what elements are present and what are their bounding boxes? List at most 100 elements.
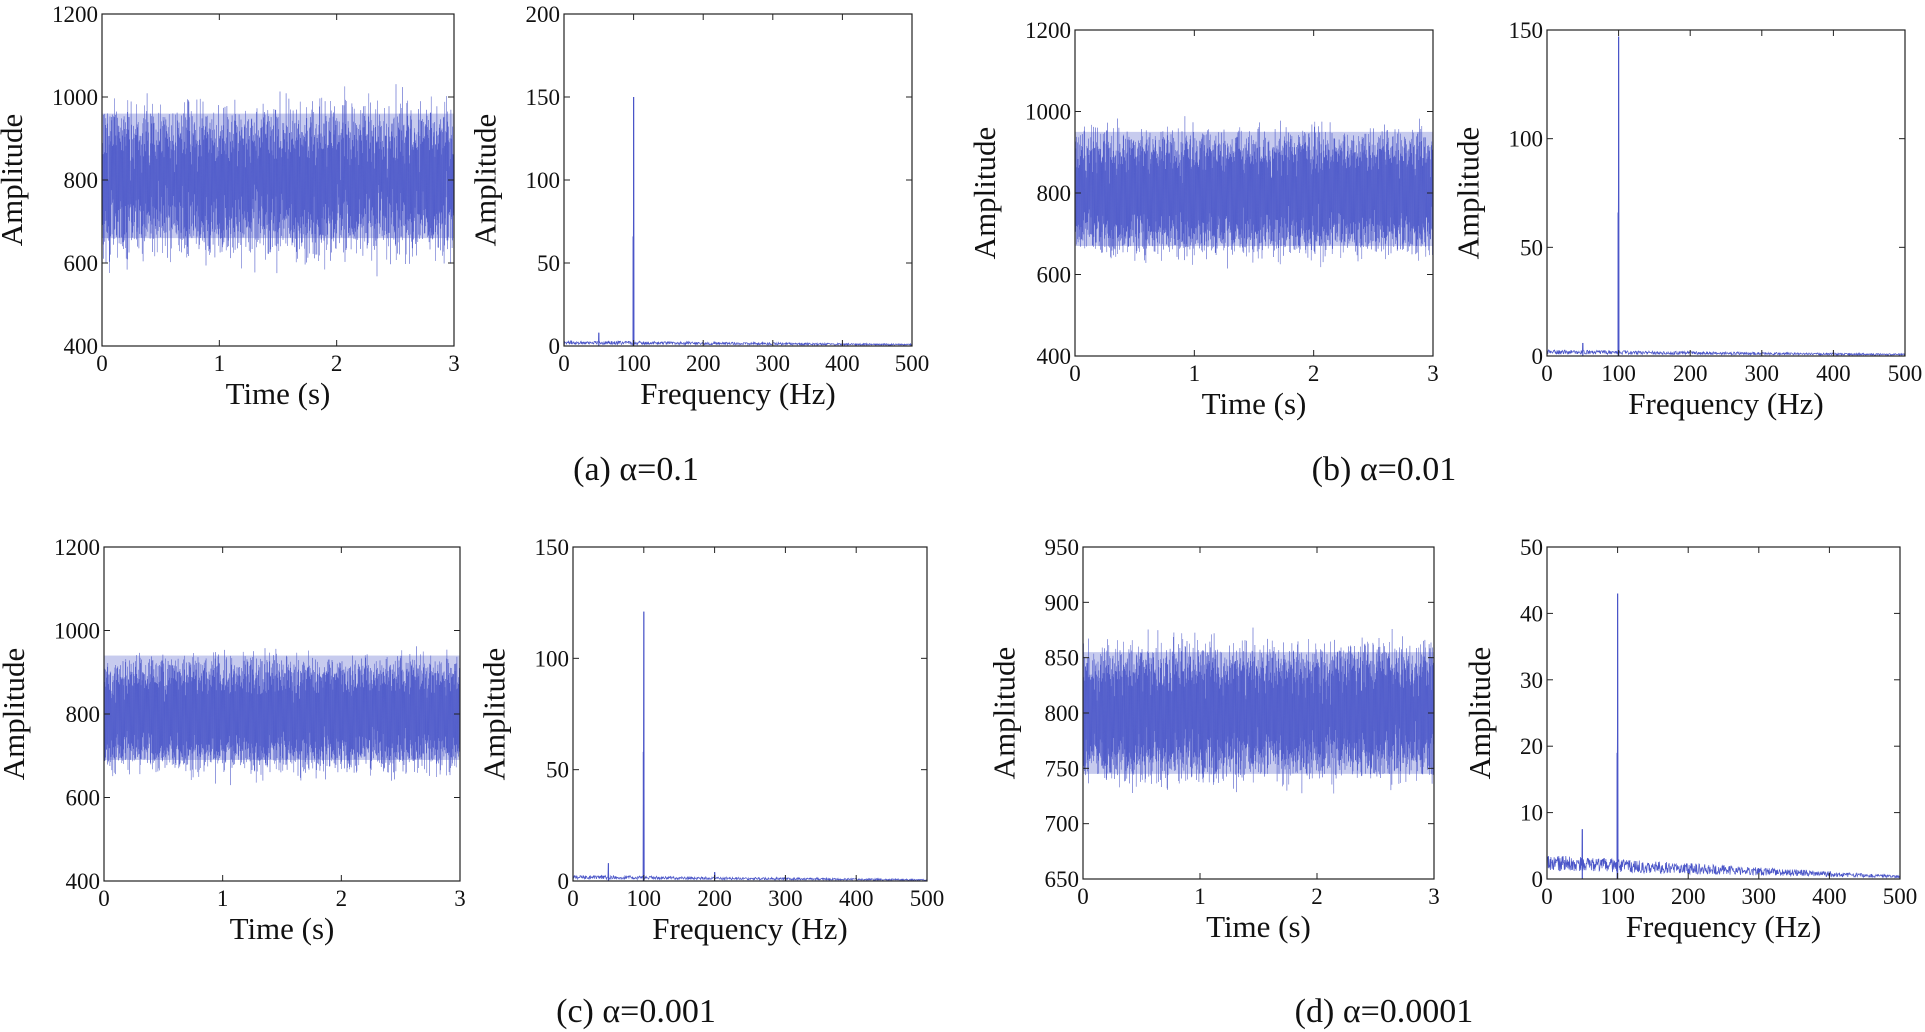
y-tick-label-c-time-2: 800 [66, 702, 101, 727]
signal-line-b-time [1075, 116, 1433, 269]
x-tick-label-b-freq-1: 100 [1601, 361, 1636, 386]
y-tick-label-a-time-0: 400 [64, 334, 99, 359]
x-tick-label-a-freq-1: 100 [616, 351, 651, 376]
subplot-c-freq: 0 100 200 300 400 500 0 50 100 150 Frequency (Hz) A… [477, 535, 945, 946]
y-axis-label-b-time: Amplitude [967, 127, 1002, 260]
x-tick-label-c-time-0: 0 [98, 886, 110, 911]
y-tick-label-c-freq-0: 0 [558, 869, 570, 894]
x-tick-label-c-freq-4: 400 [839, 886, 874, 911]
x-tick-label-c-time-1: 1 [217, 886, 229, 911]
subplot-b-freq: 0 100 200 300 400 500 0 50 100 150 Frequency (Hz) A… [1451, 18, 1923, 421]
y-tick-label-c-time-1: 600 [66, 786, 101, 811]
x-axis-label-c-freq: Frequency (Hz) [652, 911, 847, 946]
y-tick-label-a-time-3: 1000 [52, 85, 98, 110]
x-tick-label-c-freq-2: 200 [697, 886, 732, 911]
x-tick-label-c-time-2: 2 [336, 886, 348, 911]
y-tick-label-a-time-4: 1200 [52, 2, 98, 27]
x-tick-label-d-time-2: 2 [1311, 884, 1323, 909]
y-axis-label-a-freq: Amplitude [468, 114, 503, 247]
signal-line-a-time [102, 84, 454, 277]
y-tick-label-b-time-1: 600 [1037, 263, 1072, 288]
y-tick-label-b-freq-1: 50 [1520, 235, 1543, 260]
y-tick-label-d-time-3: 800 [1045, 701, 1080, 726]
subplot-b-time: 0 1 2 3 400 600 800 1000 1200 Time (s) Amplitude [967, 18, 1439, 421]
y-tick-label-d-freq-0: 0 [1532, 867, 1544, 892]
y-tick-label-c-time-4: 1200 [54, 535, 100, 560]
x-tick-label-b-time-2: 2 [1308, 361, 1320, 386]
y-tick-label-d-time-6: 950 [1045, 535, 1080, 560]
y-tick-label-b-time-2: 800 [1037, 181, 1072, 206]
x-tick-label-b-freq-2: 200 [1673, 361, 1708, 386]
x-tick-label-d-freq-2: 200 [1671, 884, 1706, 909]
subplot-d-time: 0 1 2 3 650 700 750 800 850 900 950 Time (s) Amplitu… [987, 535, 1440, 944]
signal-line-d-time [1083, 627, 1434, 794]
y-axis-label-c-freq: Amplitude [477, 648, 512, 781]
x-tick-label-c-time-3: 3 [454, 886, 466, 911]
x-tick-label-d-freq-5: 500 [1883, 884, 1918, 909]
subplot-c-time: 0 1 2 3 400 600 800 1000 1200 Time (s) Amplitude [0, 535, 466, 946]
x-axis-label-c-time: Time (s) [230, 911, 335, 946]
y-tick-label-b-freq-2: 100 [1509, 127, 1544, 152]
y-tick-label-b-time-0: 400 [1037, 344, 1072, 369]
x-tick-label-b-freq-0: 0 [1541, 361, 1553, 386]
spectrum-line-b-freq [1547, 36, 1905, 356]
x-tick-label-b-freq-3: 300 [1745, 361, 1780, 386]
y-tick-label-d-freq-2: 20 [1520, 734, 1543, 759]
axes-frame-a-freq [563, 13, 913, 347]
y-tick-label-b-freq-3: 150 [1509, 18, 1544, 43]
x-tick-label-b-time-1: 1 [1189, 361, 1201, 386]
axes-frame-c-freq [572, 546, 928, 882]
x-axis-label-a-freq: Frequency (Hz) [640, 376, 835, 411]
y-tick-label-c-time-3: 1000 [54, 619, 100, 644]
y-tick-label-b-time-3: 1000 [1025, 100, 1071, 125]
x-tick-label-d-freq-0: 0 [1541, 884, 1553, 909]
x-axis-label-a-time: Time (s) [226, 376, 331, 411]
x-tick-label-a-time-1: 1 [214, 351, 226, 376]
caption-a: (a) α=0.1 [573, 451, 699, 488]
y-axis-label-d-time: Amplitude [987, 647, 1022, 780]
x-tick-label-d-freq-1: 100 [1600, 884, 1635, 909]
y-tick-label-a-time-1: 600 [64, 251, 99, 276]
y-tick-label-a-freq-3: 150 [526, 85, 561, 110]
y-tick-label-d-freq-5: 50 [1520, 535, 1543, 560]
subplot-a-time: 0 1 2 3 400 600 800 1000 1200 Time (s) Amplitude [0, 2, 460, 411]
x-tick-label-c-freq-3: 300 [768, 886, 803, 911]
y-tick-label-c-freq-3: 150 [535, 535, 570, 560]
x-tick-label-a-time-0: 0 [96, 351, 108, 376]
signal-line-c-time [104, 646, 460, 786]
y-tick-label-d-time-1: 700 [1045, 812, 1080, 837]
x-tick-label-a-freq-2: 200 [686, 351, 721, 376]
y-tick-label-a-freq-1: 50 [537, 251, 560, 276]
x-tick-label-c-freq-1: 100 [627, 886, 662, 911]
x-tick-label-d-time-3: 3 [1428, 884, 1440, 909]
x-tick-label-a-time-3: 3 [448, 351, 460, 376]
x-tick-label-a-freq-3: 300 [756, 351, 791, 376]
x-axis-label-b-time: Time (s) [1202, 386, 1307, 421]
y-tick-label-d-time-0: 650 [1045, 867, 1080, 892]
y-tick-label-d-freq-3: 30 [1520, 668, 1543, 693]
x-tick-label-b-freq-5: 500 [1888, 361, 1923, 386]
y-axis-label-d-freq: Amplitude [1462, 647, 1497, 780]
subplot-d-freq: 0 100 200 300 400 500 0 10 20 30 40 50 Frequency (Hz… [1462, 535, 1917, 944]
x-tick-label-d-time-1: 1 [1194, 884, 1206, 909]
caption-d: (d) α=0.0001 [1295, 993, 1474, 1030]
x-tick-label-d-freq-3: 300 [1742, 884, 1777, 909]
x-tick-label-b-time-0: 0 [1069, 361, 1081, 386]
caption-b: (b) α=0.01 [1312, 451, 1457, 488]
y-tick-label-b-time-4: 1200 [1025, 18, 1071, 43]
x-tick-label-a-freq-0: 0 [558, 351, 570, 376]
y-axis-label-b-freq: Amplitude [1451, 127, 1486, 260]
x-tick-label-b-freq-4: 400 [1816, 361, 1851, 386]
spectrum-line-a-freq [564, 96, 912, 346]
x-tick-label-d-time-0: 0 [1077, 884, 1089, 909]
caption-c: (c) α=0.001 [556, 993, 716, 1030]
y-tick-label-c-freq-1: 50 [546, 758, 569, 783]
axes-frame-d-freq [1546, 546, 1901, 880]
y-tick-label-a-freq-2: 100 [526, 168, 561, 193]
x-tick-label-a-time-2: 2 [331, 351, 343, 376]
x-tick-label-d-freq-4: 400 [1812, 884, 1847, 909]
spectrum-line-c-freq [573, 611, 927, 881]
